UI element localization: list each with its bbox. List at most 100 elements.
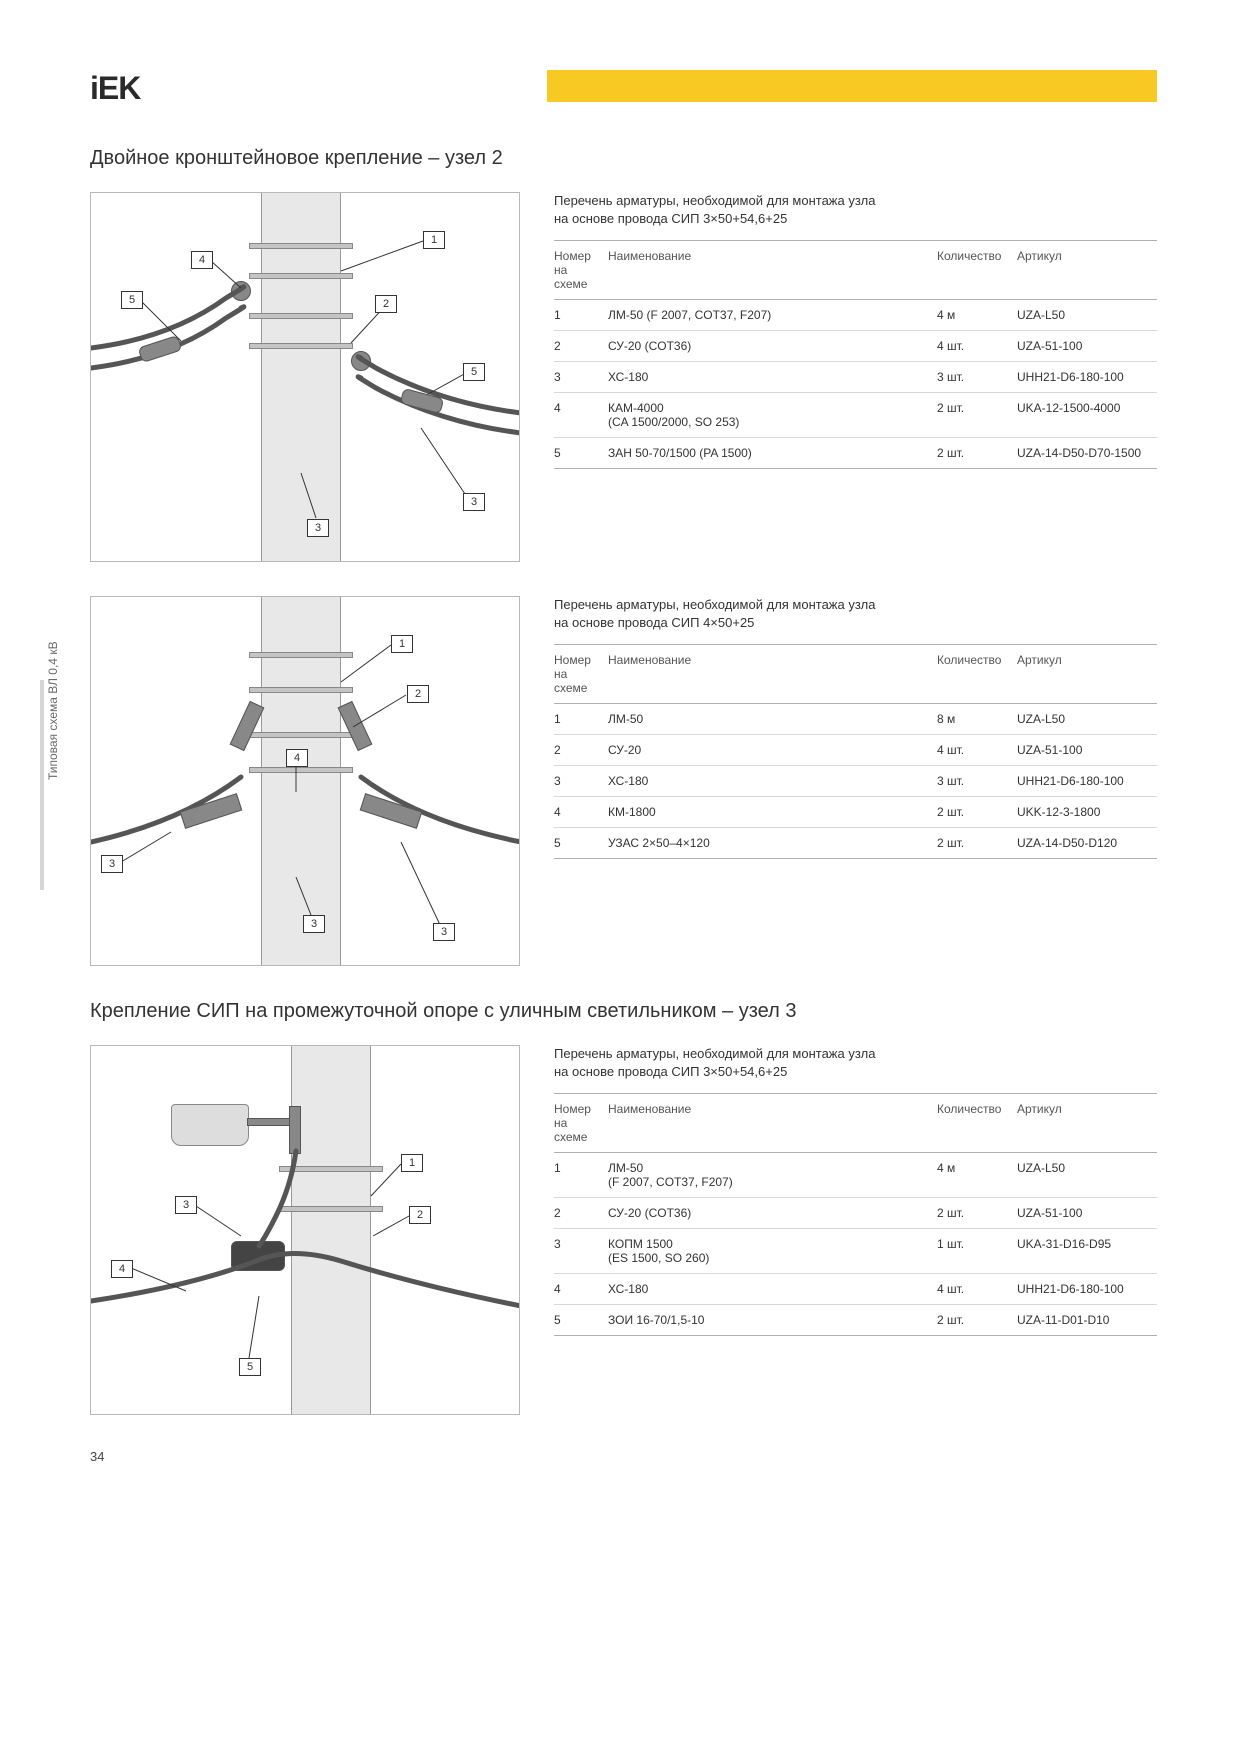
parts-table-3: Номер на схеме Наименование Количество А… (554, 1093, 1157, 1336)
callout: 3 (303, 915, 325, 933)
cell: 2 шт. (937, 438, 1017, 469)
table-row: 1ЛМ-50 (F 2007, COT37, F207)4 мUZA-L50 (554, 300, 1157, 331)
callout: 1 (401, 1154, 423, 1172)
cell: UKK-12-3-1800 (1017, 797, 1157, 828)
callout: 3 (433, 923, 455, 941)
callout: 5 (239, 1358, 261, 1376)
table-row: 4ХС-1804 шт.UHH21-D6-180-100 (554, 1274, 1157, 1305)
diagram-3: 1 2 3 4 5 (90, 1045, 520, 1415)
cell: 2 шт. (937, 1305, 1017, 1336)
diagram-1: 1 2 3 3 4 5 5 (90, 192, 520, 562)
callout: 5 (121, 291, 143, 309)
cell: 5 (554, 1305, 608, 1336)
cell: 1 шт. (937, 1229, 1017, 1274)
cell: 2 (554, 735, 608, 766)
page-number: 34 (90, 1449, 1157, 1464)
caption-line: Перечень арматуры, необходимой для монта… (554, 1046, 875, 1061)
cell: UZA-51-100 (1017, 1198, 1157, 1229)
cell: UZA-L50 (1017, 1153, 1157, 1198)
cell: КОПМ 1500(ES 1500, SO 260) (608, 1229, 937, 1274)
cell: 2 (554, 1198, 608, 1229)
cell: КАМ-4000(CA 1500/2000, SO 253) (608, 393, 937, 438)
th-name: Наименование (608, 241, 937, 300)
block-3-caption: Перечень арматуры, необходимой для монта… (554, 1045, 1157, 1081)
side-label: Типовая схема ВЛ 0,4 кВ (46, 641, 60, 780)
cell: 3 шт. (937, 362, 1017, 393)
section-1-title: Двойное кронштейновое крепление – узел 2 (90, 147, 1157, 170)
cell: УЗАС 2×50–4×120 (608, 828, 937, 859)
th-art: Артикул (1017, 1094, 1157, 1153)
callout: 2 (375, 295, 397, 313)
cell: 5 (554, 828, 608, 859)
side-marker (40, 680, 44, 890)
cell: ХС-180 (608, 1274, 937, 1305)
cell: ХС-180 (608, 766, 937, 797)
block-3: 1 2 3 4 5 Перечень арматуры, необходимой… (90, 1045, 1157, 1415)
callout: 3 (463, 493, 485, 511)
section-2-title: Крепление СИП на промежуточной опоре с у… (90, 1000, 1157, 1023)
table-row: 5УЗАС 2×50–4×1202 шт.UZA-14-D50-D120 (554, 828, 1157, 859)
cell: 2 (554, 331, 608, 362)
cell: 3 (554, 362, 608, 393)
cell: 4 (554, 393, 608, 438)
th-art: Артикул (1017, 241, 1157, 300)
cell: 1 (554, 300, 608, 331)
block-2-caption: Перечень арматуры, необходимой для монта… (554, 596, 1157, 632)
th-art: Артикул (1017, 645, 1157, 704)
table-row: 2СУ-20 (COT36)4 шт.UZA-51-100 (554, 331, 1157, 362)
cell: 4 м (937, 1153, 1017, 1198)
cell: UHH21-D6-180-100 (1017, 1274, 1157, 1305)
cell: UZA-L50 (1017, 300, 1157, 331)
cell: ЗОИ 16-70/1,5-10 (608, 1305, 937, 1336)
callout: 3 (307, 519, 329, 537)
tbody-1: 1ЛМ-50 (F 2007, COT37, F207)4 мUZA-L502С… (554, 300, 1157, 469)
callout: 4 (191, 251, 213, 269)
tbody-3: 1ЛМ-50(F 2007, COT37, F207)4 мUZA-L502СУ… (554, 1153, 1157, 1336)
caption-line: на основе провода СИП 3×50+54,6+25 (554, 1064, 787, 1079)
callout: 1 (391, 635, 413, 653)
cell: 4 (554, 797, 608, 828)
cell: 2 шт. (937, 828, 1017, 859)
block-1: 1 2 3 3 4 5 5 Перечень арматуры, необход… (90, 192, 1157, 562)
th-num: Номер на схеме (554, 1094, 608, 1153)
cell: 4 м (937, 300, 1017, 331)
th-name: Наименование (608, 645, 937, 704)
cell: ЛМ-50 (608, 704, 937, 735)
th-num: Номер на схеме (554, 241, 608, 300)
table-row: 4КМ-18002 шт.UKK-12-3-1800 (554, 797, 1157, 828)
cell: 4 шт. (937, 331, 1017, 362)
th-qty: Количество (937, 1094, 1017, 1153)
cell: ХС-180 (608, 362, 937, 393)
block-1-caption: Перечень арматуры, необходимой для монта… (554, 192, 1157, 228)
cell: ЗАН 50-70/1500 (PA 1500) (608, 438, 937, 469)
caption-line: на основе провода СИП 3×50+54,6+25 (554, 211, 787, 226)
table-row: 2СУ-204 шт.UZA-51-100 (554, 735, 1157, 766)
callout: 3 (175, 1196, 197, 1214)
cell: UHH21-D6-180-100 (1017, 362, 1157, 393)
parts-table-2: Номер на схеме Наименование Количество А… (554, 644, 1157, 859)
tbody-2: 1ЛМ-508 мUZA-L502СУ-204 шт.UZA-51-1003ХС… (554, 704, 1157, 859)
cell: UKA-12-1500-4000 (1017, 393, 1157, 438)
callout: 4 (111, 1260, 133, 1278)
callout: 3 (101, 855, 123, 873)
callout: 1 (423, 231, 445, 249)
cell: UZA-51-100 (1017, 735, 1157, 766)
callout: 5 (463, 363, 485, 381)
page-header: iEK (90, 70, 1157, 107)
callout: 2 (409, 1206, 431, 1224)
callout: 2 (407, 685, 429, 703)
cell: ЛМ-50 (F 2007, COT37, F207) (608, 300, 937, 331)
cell: 1 (554, 704, 608, 735)
cell: 2 шт. (937, 1198, 1017, 1229)
cell: 4 шт. (937, 735, 1017, 766)
callout: 4 (286, 749, 308, 767)
th-name: Наименование (608, 1094, 937, 1153)
table-row: 3ХС-1803 шт.UHH21-D6-180-100 (554, 766, 1157, 797)
cell: 4 шт. (937, 1274, 1017, 1305)
cell: UZA-11-D01-D10 (1017, 1305, 1157, 1336)
cell: 5 (554, 438, 608, 469)
table-row: 5ЗАН 50-70/1500 (PA 1500)2 шт.UZA-14-D50… (554, 438, 1157, 469)
table-row: 1ЛМ-508 мUZA-L50 (554, 704, 1157, 735)
cell: ЛМ-50(F 2007, COT37, F207) (608, 1153, 937, 1198)
cell: 2 шт. (937, 797, 1017, 828)
